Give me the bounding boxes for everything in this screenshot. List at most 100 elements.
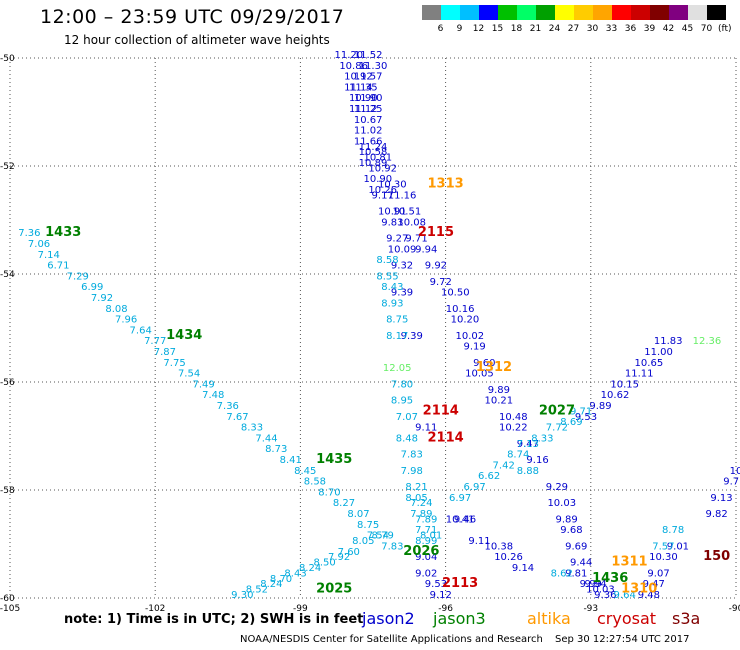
data-label: 10.90 — [349, 93, 378, 104]
data-label: 7.87 — [154, 347, 176, 358]
data-label: 9.94 — [585, 579, 607, 590]
data-label: 7.83 — [381, 541, 403, 552]
legend-swatch — [422, 5, 441, 20]
legend-swatch — [574, 5, 593, 20]
data-label: 8.70 — [270, 574, 292, 585]
time-label: 1434 — [166, 328, 202, 343]
data-label: 10.92 — [344, 72, 373, 83]
legend-swatch — [517, 5, 536, 20]
data-label: 12.05 — [383, 363, 412, 374]
data-label: 9.69 — [565, 541, 587, 552]
data-label: 7.42 — [493, 460, 515, 471]
data-label: 10.20 — [451, 315, 480, 326]
data-label: 11.20 — [334, 50, 363, 61]
data-label: 11.90 — [354, 93, 383, 104]
legend-label: 9 — [456, 24, 463, 34]
data-label: 8.05 — [352, 536, 374, 547]
data-label: 8.58 — [304, 477, 326, 488]
data-label: 10.21 — [485, 396, 514, 407]
data-label: 9.60 — [473, 358, 495, 369]
data-label: 10.65 — [635, 358, 664, 369]
data-label: 8.79 — [372, 531, 394, 542]
time-label: 1436 — [592, 571, 628, 586]
legend-label: 36 — [624, 24, 637, 34]
data-label: 10.81 — [364, 153, 393, 164]
data-label: 9.27 — [386, 234, 408, 245]
data-label: 11.00 — [644, 347, 673, 358]
legend-label: 21 — [529, 24, 542, 34]
time-label: 2027 — [539, 403, 575, 418]
data-label: 11.16 — [388, 190, 417, 201]
data-label: 10.30 — [649, 552, 678, 563]
page-subtitle: 12 hour collection of altimeter wave hei… — [64, 33, 330, 47]
data-label: 10.16 — [446, 304, 475, 315]
y-tick-label: -50 — [0, 54, 15, 64]
data-label: 8.24 — [260, 579, 282, 590]
legend-swatch — [498, 5, 517, 20]
data-label: 9.71 — [570, 406, 592, 417]
data-label: 10.62 — [601, 390, 630, 401]
legend-swatch — [555, 5, 574, 20]
data-label: 10.22 — [499, 423, 528, 434]
time-label: 1435 — [316, 452, 352, 467]
data-label: 11.52 — [354, 50, 383, 61]
data-label: 10.90 — [364, 174, 393, 185]
data-label: 8.99 — [415, 536, 437, 547]
data-label: 7.92 — [91, 293, 113, 304]
data-label: 11.14 — [344, 82, 373, 93]
legend-altika: altika — [527, 609, 571, 628]
data-label: 9.19 — [464, 342, 486, 353]
legend-label: 45 — [681, 24, 694, 34]
data-label: 10.91 — [378, 207, 407, 218]
legend-swatch — [669, 5, 688, 20]
data-label: 7.77 — [144, 336, 166, 347]
data-label: 7.89 — [410, 509, 432, 520]
data-label: 9.82 — [706, 509, 728, 520]
data-label: 10.51 — [393, 207, 422, 218]
data-label: 7.72 — [546, 423, 568, 434]
data-label: 8.21 — [405, 482, 427, 493]
data-label: 10.26 — [368, 185, 397, 196]
data-label: 9.89 — [488, 385, 510, 396]
data-label: 10 — [730, 466, 740, 477]
legend-unit: (ft) — [718, 24, 732, 34]
data-label: 7.24 — [410, 498, 432, 509]
data-label: 9.32 — [391, 261, 413, 272]
x-tick-label: -96 — [438, 604, 453, 614]
data-label: 6.97 — [464, 482, 486, 493]
legend-swatch — [536, 5, 555, 20]
data-label: 8.01 — [420, 531, 442, 542]
data-label: 8.33 — [241, 423, 263, 434]
data-label: 10.09 — [388, 244, 417, 255]
data-label: 11.24 — [359, 142, 388, 153]
data-label: 8.45 — [294, 466, 316, 477]
data-label: 7.60 — [338, 547, 360, 558]
y-tick-label: -54 — [0, 270, 15, 280]
data-label: 10.58 — [359, 147, 388, 158]
time-label: 2026 — [403, 544, 439, 559]
data-label: 9.46 — [454, 514, 476, 525]
data-label: 9.48 — [638, 590, 660, 601]
data-label: 11.57 — [354, 72, 383, 83]
time-label: 2115 — [418, 225, 454, 240]
legend-label: 39 — [643, 24, 656, 34]
legend-label: 12 — [472, 24, 485, 34]
data-label: 9.89 — [555, 514, 577, 525]
data-label: 9.29 — [546, 482, 568, 493]
data-label: 8.43 — [381, 282, 403, 293]
data-label: 8.17 — [386, 331, 408, 342]
y-tick-label: -56 — [0, 378, 15, 388]
data-label: 9.94 — [415, 244, 437, 255]
data-label: 9.16 — [526, 455, 548, 466]
data-label: 9.44 — [570, 558, 592, 569]
time-label: 1312 — [476, 360, 512, 375]
data-label: 9.39 — [401, 331, 423, 342]
data-label: 7.92 — [328, 552, 350, 563]
data-label: 7.54 — [367, 531, 389, 542]
legend-swatch — [631, 5, 650, 20]
data-label: 10.08 — [397, 217, 426, 228]
data-label: 8.78 — [662, 525, 684, 536]
time-label: 1433 — [45, 225, 81, 240]
data-label: 8.74 — [507, 450, 529, 461]
